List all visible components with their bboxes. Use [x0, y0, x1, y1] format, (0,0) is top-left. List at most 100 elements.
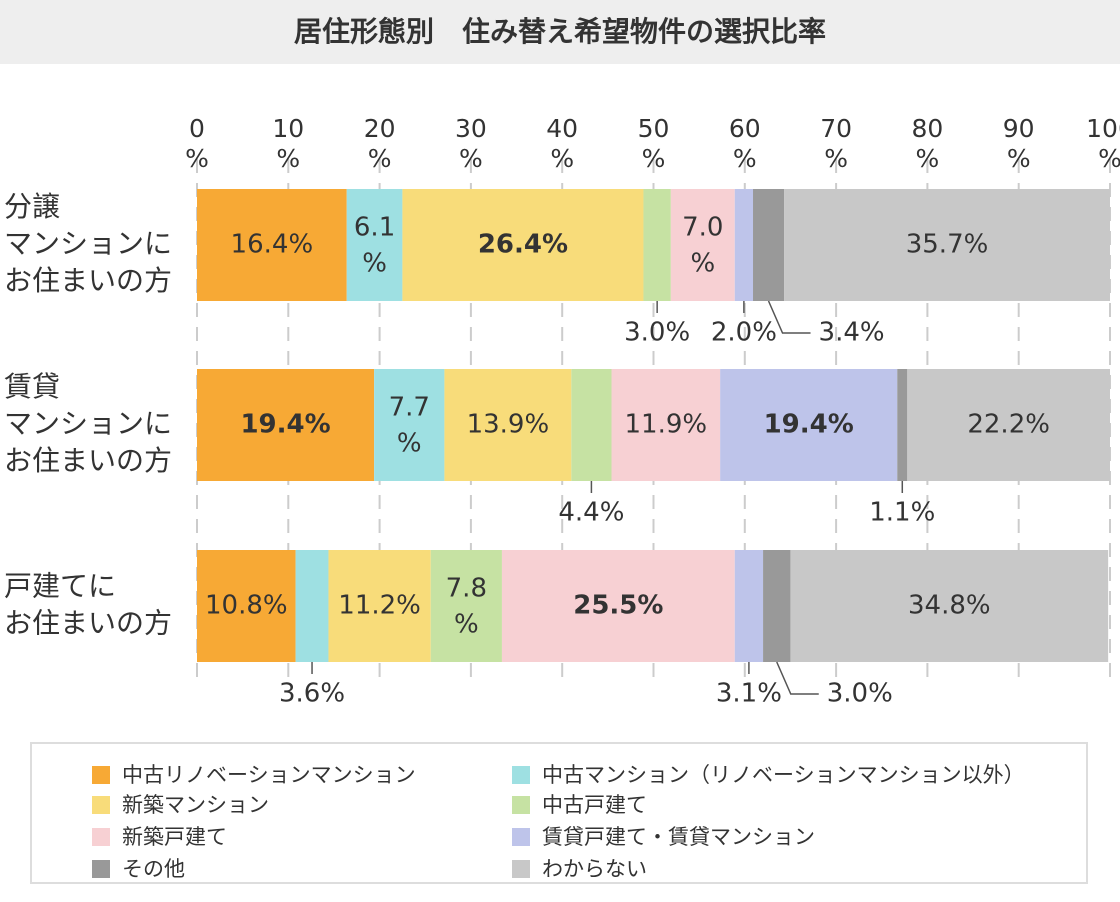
data-label: 3.0% [827, 679, 893, 709]
data-label: 2.0% [711, 318, 777, 348]
bar-segment [444, 369, 572, 481]
x-tick-unit: % [824, 144, 848, 173]
legend-label: 賃貸戸建て・賃貸マンション [542, 825, 815, 849]
x-tick-label: 20 [364, 114, 396, 143]
leader-line [767, 300, 811, 334]
bar-segment [720, 369, 898, 481]
data-label: 34.8% [908, 591, 991, 621]
bar-segment [374, 369, 445, 481]
bar-segment [501, 550, 735, 662]
legend-label: 新築マンション [122, 793, 269, 817]
data-label: 19.4% [240, 410, 330, 440]
bar-segment [197, 189, 347, 301]
bar-segment [907, 369, 1110, 481]
category-label: マンションに [4, 407, 172, 440]
data-label: 11.2% [338, 591, 421, 621]
legend: 中古リノベーションマンション 中古マンション（リノベーションマンション以外） 新… [30, 742, 1088, 884]
category-label: お住まいの方 [4, 444, 172, 477]
category-label: お住まいの方 [4, 607, 172, 640]
legend-label: 中古マンション（リノベーションマンション以外） [542, 763, 1025, 787]
data-label: 25.5% [573, 591, 663, 621]
bar-segment [197, 550, 296, 662]
data-label: 35.7% [906, 230, 989, 260]
x-tick-label: 0 [189, 114, 205, 143]
bar-segment [753, 189, 785, 301]
x-tick-unit: % [185, 144, 209, 173]
category-label: マンションに [4, 227, 172, 260]
data-label: 3.4% [819, 318, 885, 348]
data-label: % [362, 249, 387, 279]
legend-label: 中古戸建て [542, 793, 647, 817]
leader-line [776, 661, 819, 695]
legend-label: 新築戸建て [122, 825, 227, 849]
legend-label: わからない [542, 857, 647, 881]
bar-segment [897, 369, 908, 481]
data-label: 22.2% [967, 410, 1050, 440]
x-tick-unit: % [642, 144, 666, 173]
data-label: 1.1% [869, 498, 935, 528]
data-label: % [454, 610, 479, 640]
bar-segment [790, 550, 1109, 662]
x-tick-unit: % [276, 144, 300, 173]
category-label: お住まいの方 [4, 264, 172, 297]
data-label: 7.8 [446, 574, 487, 604]
category-label: 分譲 [4, 190, 60, 223]
bar-segment [328, 550, 431, 662]
x-tick-label: 10 [272, 114, 304, 143]
category-label: 戸建てに [4, 570, 116, 603]
x-tick-label: 90 [1003, 114, 1035, 143]
x-tick-label: 50 [638, 114, 670, 143]
legend-label: 中古リノベーションマンション [122, 763, 416, 787]
x-tick-label: 60 [729, 114, 761, 143]
x-tick-label: 40 [546, 114, 578, 143]
stacked-bar-chart: 0%10%20%30%40%50%60%70%80%90%100%分譲マンション… [4, 114, 1120, 709]
data-label: 4.4% [558, 498, 624, 528]
legend-swatch [512, 828, 530, 846]
bar-segment [571, 369, 612, 481]
bar-segment [670, 189, 735, 301]
legend-swatch [512, 766, 530, 784]
legend-swatch [92, 766, 110, 784]
x-tick-unit: % [733, 144, 757, 173]
bar-segment [611, 369, 721, 481]
data-label: 11.9% [625, 410, 708, 440]
data-label: 19.4% [764, 410, 854, 440]
data-label: % [690, 249, 715, 279]
bar-segment [346, 189, 403, 301]
bar-segment [295, 550, 329, 662]
legend-swatch [92, 828, 110, 846]
data-label: 3.0% [624, 318, 690, 348]
x-tick-label: 80 [911, 114, 943, 143]
bar-segment [734, 550, 764, 662]
data-label: 6.1 [354, 213, 395, 243]
legend-swatch [92, 796, 110, 814]
bar-segment [430, 550, 502, 662]
legend-label: その他 [122, 857, 185, 881]
bar-segment [643, 189, 671, 301]
bar-segment [763, 550, 791, 662]
title-bar [0, 0, 1120, 64]
data-label: 3.6% [279, 679, 345, 709]
x-tick-unit: % [1098, 144, 1120, 173]
x-tick-label: 30 [455, 114, 487, 143]
data-label: 7.0 [682, 213, 723, 243]
bar-segment [734, 189, 754, 301]
x-tick-unit: % [916, 144, 940, 173]
data-label: 16.4% [231, 230, 314, 260]
bar-segment [402, 189, 644, 301]
chart-title: 居住形態別 住み替え希望物件の選択比率 [293, 15, 826, 48]
data-label: 26.4% [478, 230, 568, 260]
data-label: 7.7 [389, 393, 430, 423]
data-label: 3.1% [716, 679, 782, 709]
x-tick-unit: % [459, 144, 483, 173]
legend-swatch [512, 860, 530, 878]
x-tick-label: 70 [820, 114, 852, 143]
data-label: 13.9% [467, 410, 550, 440]
bar-segment [784, 189, 1110, 301]
bar-segment [197, 369, 375, 481]
legend-swatch [512, 796, 530, 814]
x-tick-label: 100 [1086, 114, 1120, 143]
data-label: % [397, 429, 422, 459]
x-tick-unit: % [550, 144, 574, 173]
x-tick-unit: % [368, 144, 392, 173]
